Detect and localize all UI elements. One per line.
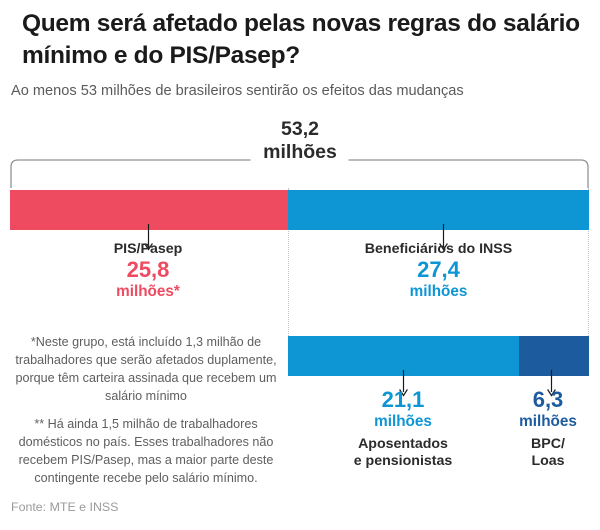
arrow-down-icon-bpc xyxy=(546,370,557,398)
bar-row-level-2 xyxy=(288,336,589,376)
footnote-1: *Neste grupo, está incluído 1,3 milhão d… xyxy=(15,335,277,404)
label-value-bpc-loas: 6,3 xyxy=(532,387,564,412)
page-title: Quem será afetado pelas novas regras do … xyxy=(22,10,580,69)
total-bracket xyxy=(10,158,589,188)
label-name-aposentados: Aposentados e pensionistas xyxy=(353,435,453,469)
page-subtitle: Ao menos 53 milhões de brasileiros senti… xyxy=(11,83,464,99)
bar-segment-pis-pasep xyxy=(10,190,288,230)
label-name-pis-pasep: PIS/Pasep xyxy=(113,241,183,257)
label-name-inss: Beneficiários do INSS xyxy=(364,241,513,257)
source-label: Fonte: MTE e INSS xyxy=(11,500,119,514)
label-unit-bpc-loas: milhões xyxy=(519,412,577,430)
label-value-inss: 27,4 xyxy=(417,257,460,283)
label-group-pis-pasep: PIS/Pasep 25,8 milhões* xyxy=(28,241,268,301)
bar-segment-bpc-loas xyxy=(519,336,589,376)
arrow-down-icon-aposentados xyxy=(398,370,409,398)
label-group-aposentados: 21,1 milhões Aposentados e pensionistas xyxy=(293,387,513,470)
guide-line-middle xyxy=(288,188,289,336)
label-value-aposentados: 21,1 xyxy=(381,387,425,412)
label-value-pis-pasep: 25,8 xyxy=(126,257,170,283)
label-group-inss: Beneficiários do INSS 27,4 milhões xyxy=(298,241,579,301)
footnotes: *Neste grupo, está incluído 1,3 milhão d… xyxy=(10,333,282,487)
label-group-bpc-loas: 6,3 milhões BPC/Loas xyxy=(512,387,584,470)
label-unit-inss: milhões xyxy=(409,282,468,300)
label-unit-pis-pasep: milhões* xyxy=(116,282,180,300)
label-unit-aposentados: milhões xyxy=(374,412,432,430)
arrow-down-icon-inss xyxy=(438,224,449,252)
footnote-2: ** Há ainda 1,5 milhão de trabalhadores … xyxy=(18,416,274,485)
total-unit: milhões xyxy=(254,141,346,164)
bar-segment-inss xyxy=(288,190,589,230)
label-name-bpc-loas: BPC/Loas xyxy=(531,435,565,469)
total-value: 53,2 xyxy=(281,118,319,140)
bar-row-level-1 xyxy=(10,190,589,230)
guide-line-right xyxy=(588,188,589,336)
arrow-down-icon-pis xyxy=(143,224,154,252)
bar-segment-aposentados xyxy=(288,336,519,376)
total-label: 53,2 milhões xyxy=(0,118,600,164)
